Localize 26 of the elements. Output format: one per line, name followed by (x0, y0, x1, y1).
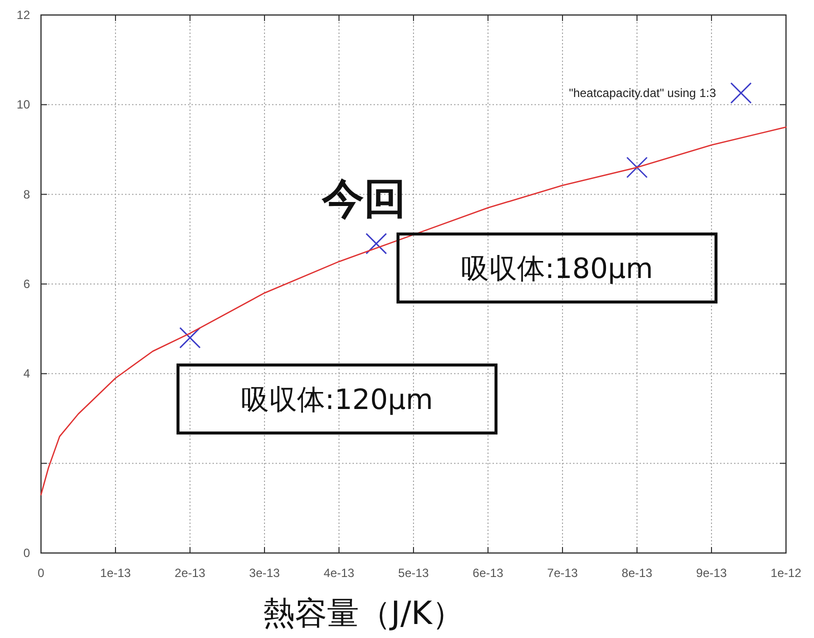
y-tick-label: 12 (16, 8, 30, 22)
x-axis-title: 熱容量（J/K） (262, 594, 464, 632)
x-tick-label: 2e-13 (174, 566, 206, 580)
x-tick-label: 1e-12 (770, 566, 802, 580)
x-tick-label: 6e-13 (472, 566, 504, 580)
point (179, 327, 201, 348)
x-tick-label: 1e-13 (100, 566, 132, 580)
annotation: 吸収体:120μm (241, 383, 433, 416)
y-tick-label: 6 (23, 277, 30, 291)
x-tick-label: 9e-13 (696, 566, 728, 580)
annotation: 吸収体:180μm (461, 252, 653, 285)
x-tick-label: 0 (38, 566, 45, 580)
x-tick-label: 5e-13 (398, 566, 430, 580)
x-tick-label: 8e-13 (622, 566, 653, 580)
y-tick-label: 0 (23, 546, 30, 560)
annotation: 今回 (321, 174, 406, 223)
point (366, 232, 387, 254)
point (626, 156, 648, 178)
x-tick-label: 7e-13 (547, 566, 578, 580)
y-tick-label: 4 (23, 366, 30, 381)
y-tick-label: 10 (16, 98, 30, 112)
legend-label: "heatcapacity.dat" using 1:3 (568, 86, 716, 100)
x-tick-label: 4e-13 (324, 566, 355, 580)
y-tick-label: 8 (23, 187, 30, 202)
line-series (40, 126, 787, 496)
x-tick-label: 3e-13 (249, 566, 280, 580)
